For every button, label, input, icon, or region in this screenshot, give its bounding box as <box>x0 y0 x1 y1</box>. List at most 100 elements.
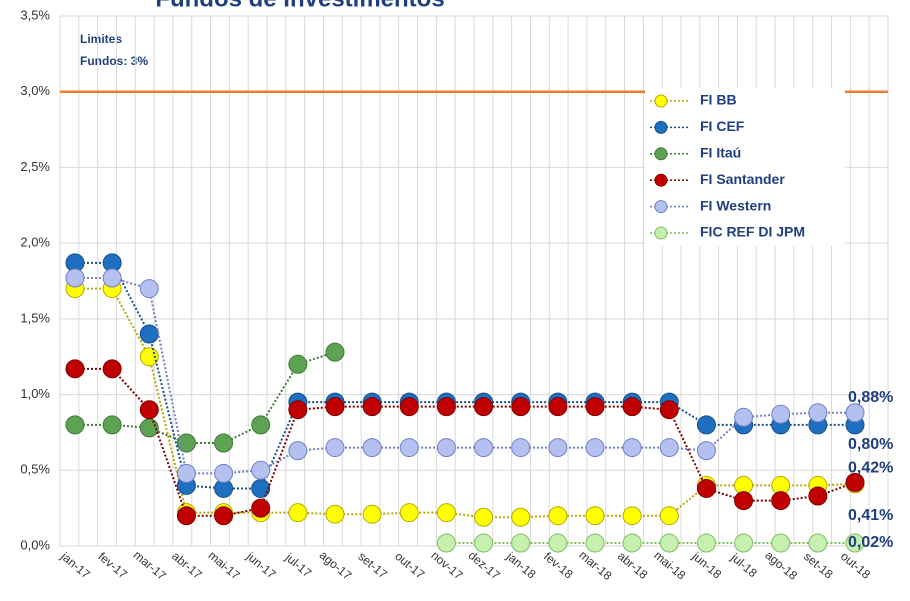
marker <box>288 441 308 461</box>
data-label: 0,42% <box>848 460 893 477</box>
marker <box>65 359 85 379</box>
marker <box>399 503 419 523</box>
marker <box>362 438 382 458</box>
marker <box>102 268 122 288</box>
marker <box>845 403 865 423</box>
marker <box>845 472 865 492</box>
legend-label: FI CEF <box>700 118 745 134</box>
series-line <box>75 351 336 445</box>
marker <box>511 533 531 553</box>
legend-marker <box>654 120 668 134</box>
legend-marker <box>654 200 668 214</box>
marker <box>622 533 642 553</box>
marker <box>511 438 531 458</box>
series-line <box>75 287 856 519</box>
x-tick-label: jun-18 <box>689 549 725 582</box>
y-tick-label: 0,5% <box>20 462 50 477</box>
marker <box>734 533 754 553</box>
marker <box>436 438 456 458</box>
marker <box>474 507 494 527</box>
marker <box>214 506 234 526</box>
marker <box>659 400 679 420</box>
marker <box>288 400 308 420</box>
marker <box>399 438 419 458</box>
marker <box>176 463 196 483</box>
x-tick-label: mai-17 <box>206 548 243 583</box>
chart-title: Fundos de Investimentos <box>155 0 444 12</box>
x-tick-label: abr-17 <box>169 549 205 582</box>
x-tick-label: jul-17 <box>282 550 314 580</box>
x-tick-label: jan-18 <box>503 549 539 582</box>
marker <box>696 478 716 498</box>
marker <box>362 397 382 417</box>
marker <box>214 463 234 483</box>
marker <box>251 415 271 435</box>
marker <box>474 533 494 553</box>
y-tick-label: 2,5% <box>20 159 50 174</box>
marker <box>585 438 605 458</box>
marker <box>474 438 494 458</box>
y-tick-label: 3,0% <box>20 83 50 98</box>
x-tick-label: mar-17 <box>131 548 169 583</box>
marker <box>696 441 716 461</box>
marker <box>734 491 754 511</box>
x-tick-label: ago-18 <box>762 548 800 583</box>
annotation: Fundos: 3% <box>80 54 148 68</box>
marker <box>548 438 568 458</box>
marker <box>436 503 456 523</box>
marker <box>808 533 828 553</box>
x-tick-label: mai-18 <box>651 548 688 583</box>
marker <box>808 403 828 423</box>
marker <box>622 397 642 417</box>
marker <box>139 324 159 344</box>
series-line <box>75 367 856 517</box>
marker <box>65 415 85 435</box>
legend-marker <box>654 147 668 161</box>
x-tick-label: set-17 <box>355 549 390 581</box>
x-tick-label: set-18 <box>801 549 836 581</box>
data-label: 0,88% <box>848 389 893 406</box>
marker <box>251 460 271 480</box>
legend-bg <box>645 88 845 246</box>
x-tick-label: dez-17 <box>466 548 503 583</box>
y-tick-label: 1,0% <box>20 386 50 401</box>
marker <box>436 533 456 553</box>
marker <box>325 342 345 362</box>
marker <box>176 506 196 526</box>
marker <box>585 397 605 417</box>
marker <box>251 478 271 498</box>
x-tick-label: mar-18 <box>576 548 614 583</box>
marker <box>251 498 271 518</box>
marker <box>659 533 679 553</box>
x-tick-label: ago-17 <box>317 548 355 583</box>
marker <box>474 397 494 417</box>
marker <box>771 533 791 553</box>
x-tick-label: jun-17 <box>243 549 279 582</box>
data-label: 0,41% <box>848 507 893 524</box>
marker <box>399 397 419 417</box>
legend-marker <box>654 94 668 108</box>
data-label: 0,02% <box>848 534 893 551</box>
y-tick-label: 3,5% <box>20 7 50 22</box>
marker <box>511 397 531 417</box>
marker <box>696 415 716 435</box>
x-tick-label: jul-18 <box>728 550 760 580</box>
marker <box>659 506 679 526</box>
annotation: Limites <box>80 32 122 46</box>
marker <box>436 397 456 417</box>
x-tick-label: out-18 <box>838 549 873 582</box>
series-line <box>75 261 855 490</box>
marker <box>176 433 196 453</box>
marker <box>325 438 345 458</box>
data-label: 0,80% <box>848 436 893 453</box>
legend-marker <box>654 226 668 240</box>
marker <box>102 415 122 435</box>
legend-label: FI Itaú <box>700 145 741 161</box>
marker <box>548 533 568 553</box>
y-tick-label: 2,0% <box>20 235 50 250</box>
marker <box>622 438 642 458</box>
marker <box>696 533 716 553</box>
x-tick-label: nov-17 <box>428 548 465 583</box>
marker <box>808 486 828 506</box>
